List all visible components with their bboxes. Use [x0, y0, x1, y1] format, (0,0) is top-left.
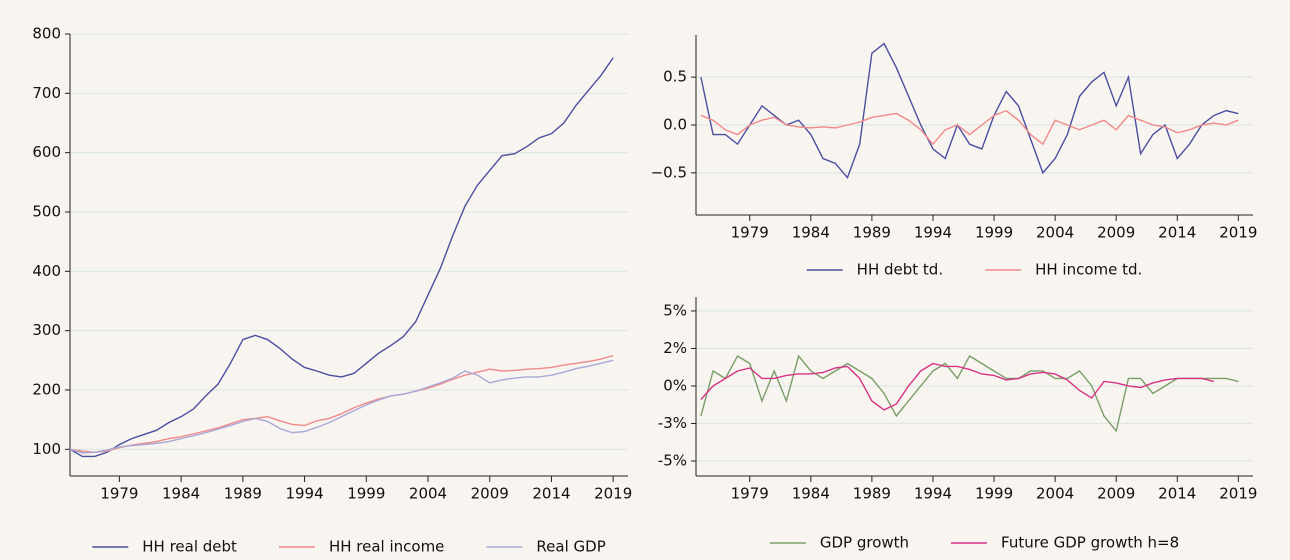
x-tick-label: 2014: [532, 485, 570, 503]
x-tick-label: 2019: [1219, 224, 1257, 242]
legend-label: Future GDP growth h=8: [1001, 534, 1179, 552]
y-tick-label: 600: [32, 143, 61, 161]
legend-label: HH real income: [329, 538, 444, 556]
series-line: [700, 362, 1215, 411]
x-tick-label: 1979: [731, 224, 769, 242]
y-tick-label: 2%: [663, 339, 687, 357]
legend-label: HH real debt: [142, 538, 237, 556]
legend: HH debt td. HH income td.: [806, 261, 1142, 279]
x-tick-label: 1989: [853, 224, 891, 242]
y-tick-label: 800: [32, 25, 61, 43]
y-tick-label: 0.5: [663, 68, 687, 86]
x-tick-label: 2009: [1097, 485, 1135, 503]
x-tick-label: 1984: [792, 224, 830, 242]
x-tick-label: 2019: [594, 485, 632, 503]
x-tick-label: 1994: [285, 485, 323, 503]
x-tick-label: 1994: [914, 485, 952, 503]
y-tick-label: 700: [32, 84, 61, 102]
x-tick-label: 1979: [731, 485, 769, 503]
series-line: [69, 57, 614, 458]
y-tick-label: −0.5: [651, 163, 687, 181]
x-tick-label: 1984: [162, 485, 200, 503]
y-tick-label: 300: [32, 321, 61, 339]
y-tick-label: 400: [32, 262, 61, 280]
x-tick-label: 1984: [792, 485, 830, 503]
x-tick-label: 1989: [853, 485, 891, 503]
x-tick-label: 1989: [224, 485, 262, 503]
x-tick-label: 1999: [975, 224, 1013, 242]
y-tick-label: -3%: [658, 414, 687, 432]
legend-label: GDP growth: [820, 534, 909, 552]
x-tick-label: 2004: [1036, 224, 1074, 242]
x-tick-label: 2014: [1158, 224, 1196, 242]
series-line: [700, 354, 1239, 433]
legend-label: Real GDP: [536, 538, 605, 556]
y-tick-label: -5%: [658, 451, 687, 469]
y-tick-label: 100: [32, 440, 61, 458]
legend-label: HH income td.: [1035, 261, 1142, 279]
x-tick-label: 2004: [1036, 485, 1074, 503]
y-tick-label: 5%: [663, 301, 687, 319]
y-tick-label: 200: [32, 380, 61, 398]
series-line: [700, 42, 1239, 180]
x-tick-label: 2019: [1219, 485, 1257, 503]
y-tick-label: 0%: [663, 376, 687, 394]
y-tick-label: 500: [32, 202, 61, 220]
x-tick-label: 2009: [471, 485, 509, 503]
x-tick-label: 1999: [975, 485, 1013, 503]
series-line: [69, 354, 614, 453]
legend-label: HH debt td.: [857, 261, 943, 279]
series-line: [69, 359, 614, 454]
series-line: [700, 109, 1239, 146]
x-tick-label: 2004: [409, 485, 447, 503]
x-tick-label: 1979: [100, 485, 138, 503]
x-tick-label: 2014: [1158, 485, 1196, 503]
y-tick-label: 0.0: [663, 116, 687, 134]
legend: GDP growth Future GDP growth h=8: [769, 534, 1179, 552]
x-tick-label: 1999: [347, 485, 385, 503]
x-tick-label: 2009: [1097, 224, 1135, 242]
legend: HH real debt HH real income Real GDP: [92, 538, 606, 556]
x-tick-label: 1994: [914, 224, 952, 242]
